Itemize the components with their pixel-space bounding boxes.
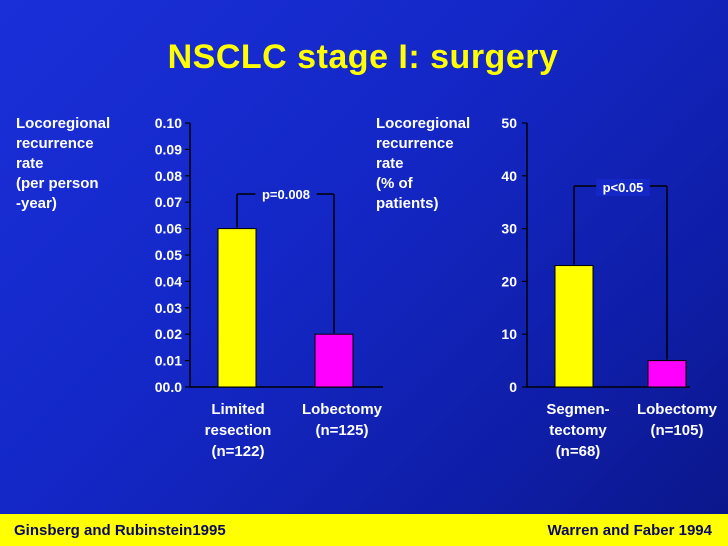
chart1-y-tick-label: 0.04	[155, 273, 182, 289]
chart1-y-tick-label: 0.07	[155, 194, 182, 210]
chart1-category-label-limited: Limited resection (n=122)	[204, 401, 272, 460]
footer-right-citation: Warren and Faber 1994	[547, 522, 712, 539]
chart2-y-tick-label: 0	[509, 379, 517, 395]
chart2-y-tick-label: 50	[501, 115, 517, 131]
chart2-y-tick-label: 10	[501, 326, 517, 342]
chart2-y-tick-label: 30	[501, 221, 517, 237]
chart2-bar-2	[647, 360, 687, 388]
chart1-annotation-bg	[255, 186, 317, 203]
chart2-bar-1	[554, 265, 594, 388]
slide-title: NSCLC stage I: surgery	[167, 38, 559, 76]
chart2-y-axis-label: Locoregional recurrence rate (% of patie…	[376, 115, 471, 212]
footer-bar: Ginsberg and Rubinstein1995 Warren and F…	[0, 514, 728, 546]
chart1-bar-1	[217, 228, 257, 388]
chart2-category-label-lobectomy: Lobectomy (n=105)	[636, 401, 717, 439]
footer-left-citation: Ginsberg and Rubinstein1995	[14, 522, 226, 539]
chart1-bar-2	[314, 333, 354, 388]
chart1-y-tick-label: 0.05	[155, 247, 182, 263]
chart1-y-tick-label: 0.03	[155, 300, 182, 316]
chart1-p-value-annotation: p=0.008	[262, 187, 310, 202]
chart1-y-axis-label: Locoregional recurrence rate (per person…	[16, 115, 111, 212]
chart2-category-label-segmentectomy: Segmen- tectomy (n=68)	[546, 401, 610, 460]
chart1-category-label-lobectomy: Lobectomy (n=125)	[301, 401, 382, 439]
chart1-y-tick-label: 0.08	[155, 168, 182, 184]
chart1-y-tick-label: 0.02	[155, 326, 182, 342]
chart2-annotation-bg	[596, 179, 650, 196]
chart1-y-tick-label: 0.06	[155, 221, 182, 237]
chart2-p-value-annotation: p<0.05	[603, 180, 644, 195]
chart1-y-tick-label: 00.0	[155, 379, 182, 395]
chart2-y-tick-label: 20	[501, 273, 517, 289]
chart1-y-tick-label: 0.10	[155, 115, 182, 131]
chart1-y-tick-label: 0.01	[155, 353, 182, 369]
chart2-y-tick-label: 40	[501, 168, 517, 184]
chart1-y-tick-label: 0.09	[155, 141, 182, 157]
